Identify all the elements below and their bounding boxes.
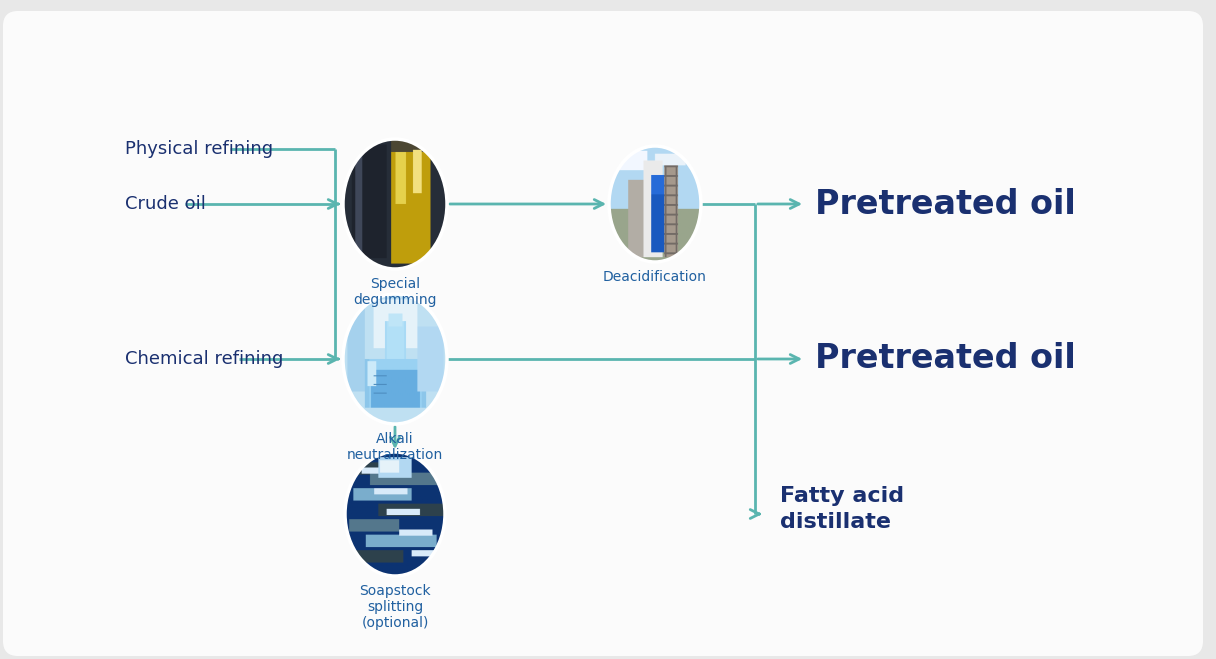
Text: Special
degumming: Special degumming (354, 277, 437, 307)
Text: Crude oil: Crude oil (125, 195, 206, 213)
Text: Pretreated oil: Pretreated oil (815, 188, 1076, 221)
Text: Fatty acid
distillate: Fatty acid distillate (779, 486, 905, 532)
Text: Soapstock
splitting
(optional): Soapstock splitting (optional) (359, 584, 430, 631)
Text: Deacidification: Deacidification (603, 270, 706, 284)
Text: Chemical refining: Chemical refining (125, 350, 283, 368)
Text: Pretreated oil: Pretreated oil (815, 343, 1076, 376)
Text: Physical refining: Physical refining (125, 140, 274, 158)
FancyBboxPatch shape (2, 11, 1203, 656)
Text: Alkali
neutralization: Alkali neutralization (347, 432, 443, 462)
